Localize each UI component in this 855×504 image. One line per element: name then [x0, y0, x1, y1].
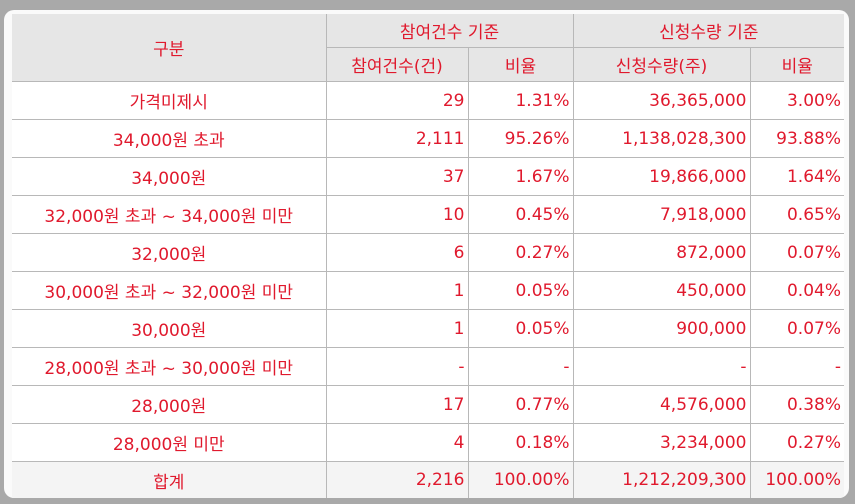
cell-category: 28,000원 미만 [12, 423, 327, 462]
cell-category: 34,000원 [12, 157, 327, 196]
cell-count: 1 [325, 271, 469, 310]
cell-category: 34,000원 초과 [12, 119, 327, 158]
table-row: 34,000원 초과 2,111 95.26% 1,138,028,300 93.88% [12, 119, 844, 158]
cell-count: 6 [325, 233, 469, 272]
table-row: 30,000원 초과 ~ 32,000원 미만 1 0.05% 450,000 0.04… [12, 271, 844, 310]
table-row-total: 합계 2,216 100.00% 1,212,209,300 100.00% [12, 461, 844, 498]
table-row: 28,000원 미만 4 0.18% 3,234,000 0.27% [12, 423, 844, 462]
cell-category: 32,000원 [12, 233, 327, 272]
cell-quantity-ratio: 0.07% [749, 233, 844, 272]
cell-quantity: 1,212,209,300 [572, 461, 751, 498]
cell-quantity-ratio: - [749, 347, 844, 386]
cell-count: 37 [325, 157, 469, 196]
cell-count-ratio: 0.05% [467, 309, 574, 348]
table-row: 가격미제시 29 1.31% 36,365,000 3.00% [12, 81, 844, 120]
cell-category: 30,000원 [12, 309, 327, 348]
cell-quantity: 900,000 [572, 309, 751, 348]
cell-count-ratio: 0.45% [467, 195, 574, 234]
cell-quantity-ratio: 0.27% [749, 423, 844, 462]
table-row: 32,000원 초과 ~ 34,000원 미만 10 0.45% 7,918,000 0… [12, 195, 844, 234]
cell-count-ratio: 95.26% [467, 119, 574, 158]
cell-count: 2,111 [325, 119, 469, 158]
cell-quantity: - [572, 347, 751, 386]
cell-quantity: 872,000 [572, 233, 751, 272]
table-row: 28,000원 17 0.77% 4,576,000 0.38% [12, 385, 844, 424]
cell-count-ratio: 100.00% [467, 461, 574, 498]
table-row: 32,000원 6 0.27% 872,000 0.07% [12, 233, 844, 272]
cell-count-ratio: 0.18% [467, 423, 574, 462]
cell-quantity: 4,576,000 [572, 385, 751, 424]
header-count: 참여건수(건) [326, 47, 469, 82]
cell-count: 4 [325, 423, 469, 462]
cell-count: 1 [325, 309, 469, 348]
header-group-participation: 참여건수 기준 [325, 14, 574, 48]
cell-quantity-ratio: 93.88% [749, 119, 844, 158]
table-body: 가격미제시 29 1.31% 36,365,000 3.00% 34,000원 초과 2,1… [12, 81, 844, 498]
cell-count-ratio: - [467, 347, 574, 386]
cell-count-ratio: 0.27% [467, 233, 574, 272]
table-frame: 구분 참여건수 기준 신청수량 기준 참여건수(건) 비율 신청수량(주) 비율… [4, 10, 849, 498]
cell-quantity: 3,234,000 [572, 423, 751, 462]
table-row: 30,000원 1 0.05% 900,000 0.07% [12, 309, 844, 348]
header-category: 구분 [12, 14, 327, 82]
cell-category: 30,000원 초과 ~ 32,000원 미만 [12, 271, 327, 310]
cell-count: 29 [325, 81, 469, 120]
header-row-groups: 구분 참여건수 기준 신청수량 기준 [12, 14, 844, 82]
cell-count-ratio: 0.77% [467, 385, 574, 424]
cell-count: 2,216 [325, 461, 469, 498]
header-quantity-ratio: 비율 [749, 47, 844, 82]
cell-quantity: 1,138,028,300 [572, 119, 751, 158]
table-row: 34,000원 37 1.67% 19,866,000 1.64% [12, 157, 844, 196]
cell-count: 17 [325, 385, 469, 424]
cell-category: 32,000원 초과 ~ 34,000원 미만 [12, 195, 327, 234]
cell-quantity: 19,866,000 [572, 157, 751, 196]
header-count-ratio: 비율 [467, 47, 574, 82]
cell-quantity: 7,918,000 [572, 195, 751, 234]
cell-quantity: 36,365,000 [572, 81, 751, 120]
cell-count-ratio: 0.05% [467, 271, 574, 310]
header-group-application: 신청수량 기준 [572, 14, 844, 48]
cell-quantity-ratio: 100.00% [749, 461, 844, 498]
cell-quantity-ratio: 0.65% [749, 195, 844, 234]
cell-quantity: 450,000 [572, 271, 751, 310]
cell-count: - [325, 347, 469, 386]
cell-category: 28,000원 초과 ~ 30,000원 미만 [12, 347, 327, 386]
table-row: 28,000원 초과 ~ 30,000원 미만 - - - - [12, 347, 844, 386]
cell-category: 28,000원 [12, 385, 327, 424]
cell-category: 가격미제시 [12, 81, 327, 120]
cell-count: 10 [325, 195, 469, 234]
header-quantity: 신청수량(주) [572, 47, 751, 82]
cell-quantity-ratio: 0.07% [749, 309, 844, 348]
cell-quantity-ratio: 0.38% [749, 385, 844, 424]
cell-quantity-ratio: 0.04% [749, 271, 844, 310]
cell-count-ratio: 1.67% [467, 157, 574, 196]
cell-category: 합계 [12, 461, 327, 498]
demand-forecast-table: 구분 참여건수 기준 신청수량 기준 참여건수(건) 비율 신청수량(주) 비율… [12, 14, 844, 498]
cell-count-ratio: 1.31% [467, 81, 574, 120]
cell-quantity-ratio: 1.64% [749, 157, 844, 196]
cell-quantity-ratio: 3.00% [749, 81, 844, 120]
